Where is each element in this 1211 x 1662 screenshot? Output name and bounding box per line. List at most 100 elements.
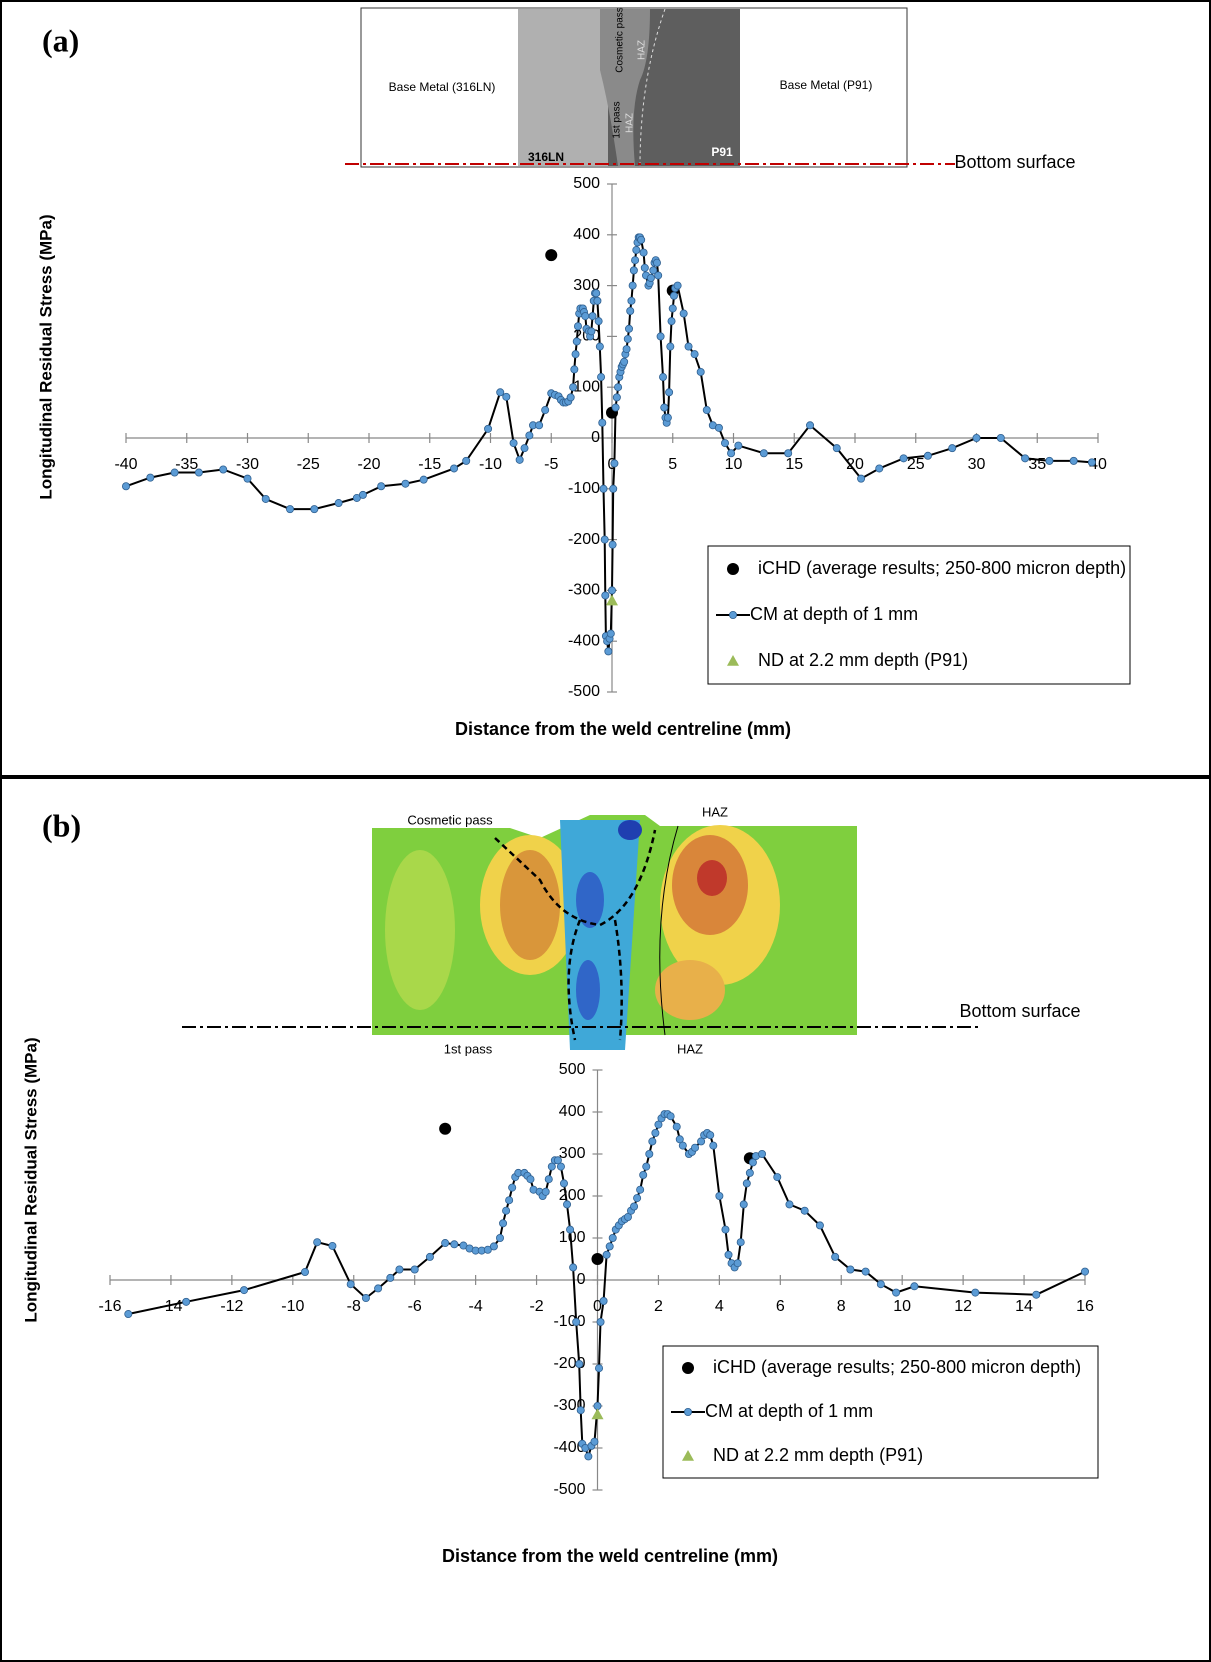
cm-point xyxy=(601,591,610,600)
cm-point xyxy=(170,468,179,477)
legend-label: CM at depth of 1 mm xyxy=(705,1401,873,1421)
cm-point xyxy=(596,1318,605,1327)
x-tick-label: 5 xyxy=(668,456,677,473)
cm-point xyxy=(622,345,631,354)
cm-point xyxy=(696,367,705,376)
cm-point xyxy=(300,1268,309,1277)
cm-point xyxy=(462,456,471,465)
cm-point xyxy=(496,388,505,397)
cm-point xyxy=(592,289,601,298)
cm-point xyxy=(515,455,524,464)
cm-point xyxy=(556,1162,565,1171)
cm-point xyxy=(734,441,743,450)
cm-point xyxy=(525,431,534,440)
x-tick-label: -6 xyxy=(408,1298,422,1315)
cm-point xyxy=(875,464,884,473)
cm-point xyxy=(243,474,252,483)
cm-point xyxy=(690,350,699,359)
cm-point xyxy=(606,629,615,638)
cm-point xyxy=(857,474,866,483)
cm-point xyxy=(608,586,617,595)
cm-point xyxy=(581,312,590,321)
cm-point xyxy=(611,403,620,412)
cm-point xyxy=(739,1200,748,1209)
cm-point xyxy=(146,473,155,482)
legend-marker xyxy=(727,563,739,575)
cm-point xyxy=(599,484,608,493)
y-tick-label: -100 xyxy=(553,1313,585,1330)
cm-point xyxy=(450,464,459,473)
cm-point xyxy=(261,494,270,503)
cm-point xyxy=(541,1187,550,1196)
cm-point xyxy=(861,1267,870,1276)
cm-point xyxy=(784,449,793,458)
cm-point xyxy=(642,1162,651,1171)
x-tick-label: 0 xyxy=(593,1298,602,1315)
cm-point xyxy=(668,304,677,313)
cm-point xyxy=(876,1280,885,1289)
x-tick-label: -20 xyxy=(357,456,380,473)
y-axis-title: Longitudinal Residual Stress (MPa) xyxy=(21,1037,40,1322)
cm-point xyxy=(576,1406,585,1415)
x-tick-label: 8 xyxy=(837,1298,846,1315)
y-tick-label: 500 xyxy=(559,1061,586,1078)
cm-point xyxy=(632,246,641,255)
cm-point xyxy=(588,312,597,321)
legend-marker xyxy=(729,611,738,620)
cm-point xyxy=(587,327,596,336)
x-tick-label: -10 xyxy=(281,1298,304,1315)
cm-point xyxy=(892,1288,901,1297)
y-tick-label: -500 xyxy=(568,683,600,700)
image-label: HAZ xyxy=(677,1041,703,1056)
cm-point xyxy=(910,1282,919,1291)
x-tick-label: -4 xyxy=(469,1298,483,1315)
cm-point xyxy=(899,454,908,463)
cm-point xyxy=(656,332,665,341)
y-axis-title: Longitudinal Residual Stress (MPa) xyxy=(36,214,55,499)
nd-point xyxy=(606,594,618,606)
contour-blob xyxy=(385,850,455,1010)
cm-point xyxy=(1087,458,1096,467)
cm-point xyxy=(675,1135,684,1144)
cm-point xyxy=(654,1120,663,1129)
cm-point xyxy=(240,1286,249,1295)
cm-point xyxy=(679,309,688,318)
panel-label: (b) xyxy=(42,807,81,843)
weld-boundary xyxy=(494,829,657,927)
cm-point xyxy=(401,479,410,488)
image-label: Base Metal (P91) xyxy=(780,78,873,92)
cm-point xyxy=(721,1225,730,1234)
contour-map: Cosmetic pass HAZ 1st pass HAZ Bottom su… xyxy=(182,804,1081,1056)
cm-point xyxy=(709,1141,718,1150)
cm-point xyxy=(629,266,638,275)
image-left xyxy=(518,9,608,166)
cm-point xyxy=(608,1234,617,1243)
cm-point xyxy=(597,373,606,382)
x-tick-label: -8 xyxy=(347,1298,361,1315)
x-axis-title: Distance from the weld centreline (mm) xyxy=(442,1546,778,1566)
cm-point xyxy=(815,1221,824,1230)
cm-point xyxy=(660,403,669,412)
contour-blob xyxy=(697,860,727,896)
legend-label: CM at depth of 1 mm xyxy=(750,604,918,624)
cm-point xyxy=(553,1156,562,1165)
cm-point xyxy=(649,266,658,275)
cm-point xyxy=(736,1238,745,1247)
cm-point xyxy=(773,1173,782,1182)
y-tick-label: 400 xyxy=(559,1103,586,1120)
cm-point xyxy=(571,350,580,359)
cm-point xyxy=(971,1288,980,1297)
cm-point xyxy=(598,418,607,427)
cm-point xyxy=(745,1168,754,1177)
x-tick-label: 30 xyxy=(968,456,986,473)
image-label: HAZ xyxy=(625,113,636,133)
cm-point xyxy=(124,1310,133,1319)
cm-point xyxy=(495,1234,504,1243)
cm-point xyxy=(714,423,723,432)
legend-box xyxy=(707,545,1131,685)
cm-point xyxy=(604,647,613,656)
cm-point xyxy=(706,1131,715,1140)
cm-point xyxy=(595,1364,604,1373)
cm-point xyxy=(666,342,675,351)
cm-point xyxy=(633,1194,642,1203)
